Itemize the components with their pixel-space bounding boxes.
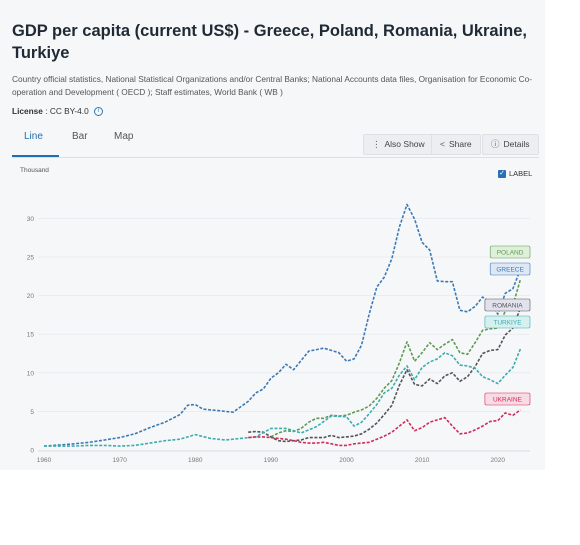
series-label-text: POLAND: [497, 249, 524, 256]
license-line: License : CC BY-4.0 i: [12, 106, 104, 117]
source-text: Country official statistics, National St…: [12, 74, 533, 97]
also-show-button[interactable]: ⋮ Also Show: [363, 134, 434, 155]
x-tick-label: 1980: [188, 457, 203, 464]
line-chart: 0 5 10 15 20 25 30 Thousand 1960 1970 1980 1990 2000…: [20, 167, 531, 464]
x-tick-label: 2000: [339, 457, 354, 464]
y-tick-label: 25: [27, 255, 35, 262]
details-label: Details: [503, 139, 530, 149]
x-tick-label: 2010: [415, 457, 430, 464]
page-title: GDP per capita (current US$) - Greece, P…: [12, 22, 528, 62]
tab-line[interactable]: Line: [24, 131, 43, 142]
share-label: Share: [448, 139, 472, 149]
x-tick-label: 1970: [112, 457, 127, 464]
info-circle-icon: ⓘ: [491, 139, 500, 149]
series-label-text: UKRAINE: [493, 396, 523, 403]
series-label-turkiye: TURKIYE: [484, 315, 531, 329]
x-tick-label: 1960: [37, 457, 52, 464]
y-tick-label: 10: [27, 370, 35, 377]
series-label-romania: ROMANIA: [484, 298, 531, 312]
series-label-box: [484, 298, 531, 312]
also-show-label: Also Show: [384, 139, 425, 149]
share-icon: <: [440, 139, 445, 149]
y-axis-label: Thousand: [20, 167, 49, 174]
x-tick-label: 2020: [491, 457, 506, 464]
y-tick-label: 30: [27, 216, 35, 223]
grid-lines: [38, 218, 530, 412]
series-label-greece: GREECE: [489, 262, 531, 276]
details-button[interactable]: ⓘ Details: [482, 134, 539, 155]
series-label-box: [489, 245, 531, 259]
license-value: : CC BY-4.0: [45, 106, 89, 116]
label-toggle[interactable]: ✓ LABEL: [498, 169, 533, 179]
axes: 0 5 10 15 20 25 30 Thousand 1960 1970 1980 1990 2000…: [20, 167, 530, 464]
series-label-text: GREECE: [496, 266, 524, 273]
series-label-box: [489, 262, 531, 276]
chart-card: GDP per capita (current US$) - Greece, P…: [12, 22, 539, 464]
series-labels: GREECE POLAND ROMANIA TURKIYE UKRAINE: [484, 245, 531, 406]
series-label-poland: POLAND: [489, 245, 531, 259]
info-icon[interactable]: i: [94, 107, 104, 117]
y-tick-label: 5: [30, 409, 34, 416]
series-line-romania: [248, 307, 522, 443]
tab-map[interactable]: Map: [114, 131, 134, 142]
license-label: License: [12, 106, 43, 116]
series-label-box: [484, 315, 531, 329]
series-label-ukraine: UKRAINE: [484, 392, 531, 406]
y-tick-label: 20: [27, 293, 35, 300]
series-label-text: ROMANIA: [492, 302, 523, 309]
share-button[interactable]: < Share: [431, 134, 481, 155]
series-label-text: TURKIYE: [493, 319, 522, 326]
y-tick-label: 0: [30, 448, 34, 455]
series-lines: [43, 203, 522, 447]
tab-bar[interactable]: Bar: [72, 131, 88, 142]
tabs-divider: [12, 157, 539, 158]
series-line-greece: [43, 203, 522, 447]
label-toggle-text: LABEL: [509, 169, 533, 178]
series-line-poland: [270, 279, 522, 438]
y-tick-label: 15: [27, 332, 35, 339]
series-label-box: [484, 392, 531, 406]
active-tab-indicator: [12, 155, 59, 157]
more-vertical-icon: ⋮: [372, 139, 381, 149]
series-line-turkiye: [44, 348, 522, 447]
checkbox-icon[interactable]: ✓: [498, 170, 506, 179]
series-line-ukraine: [248, 409, 521, 447]
x-tick-label: 1990: [264, 457, 279, 464]
